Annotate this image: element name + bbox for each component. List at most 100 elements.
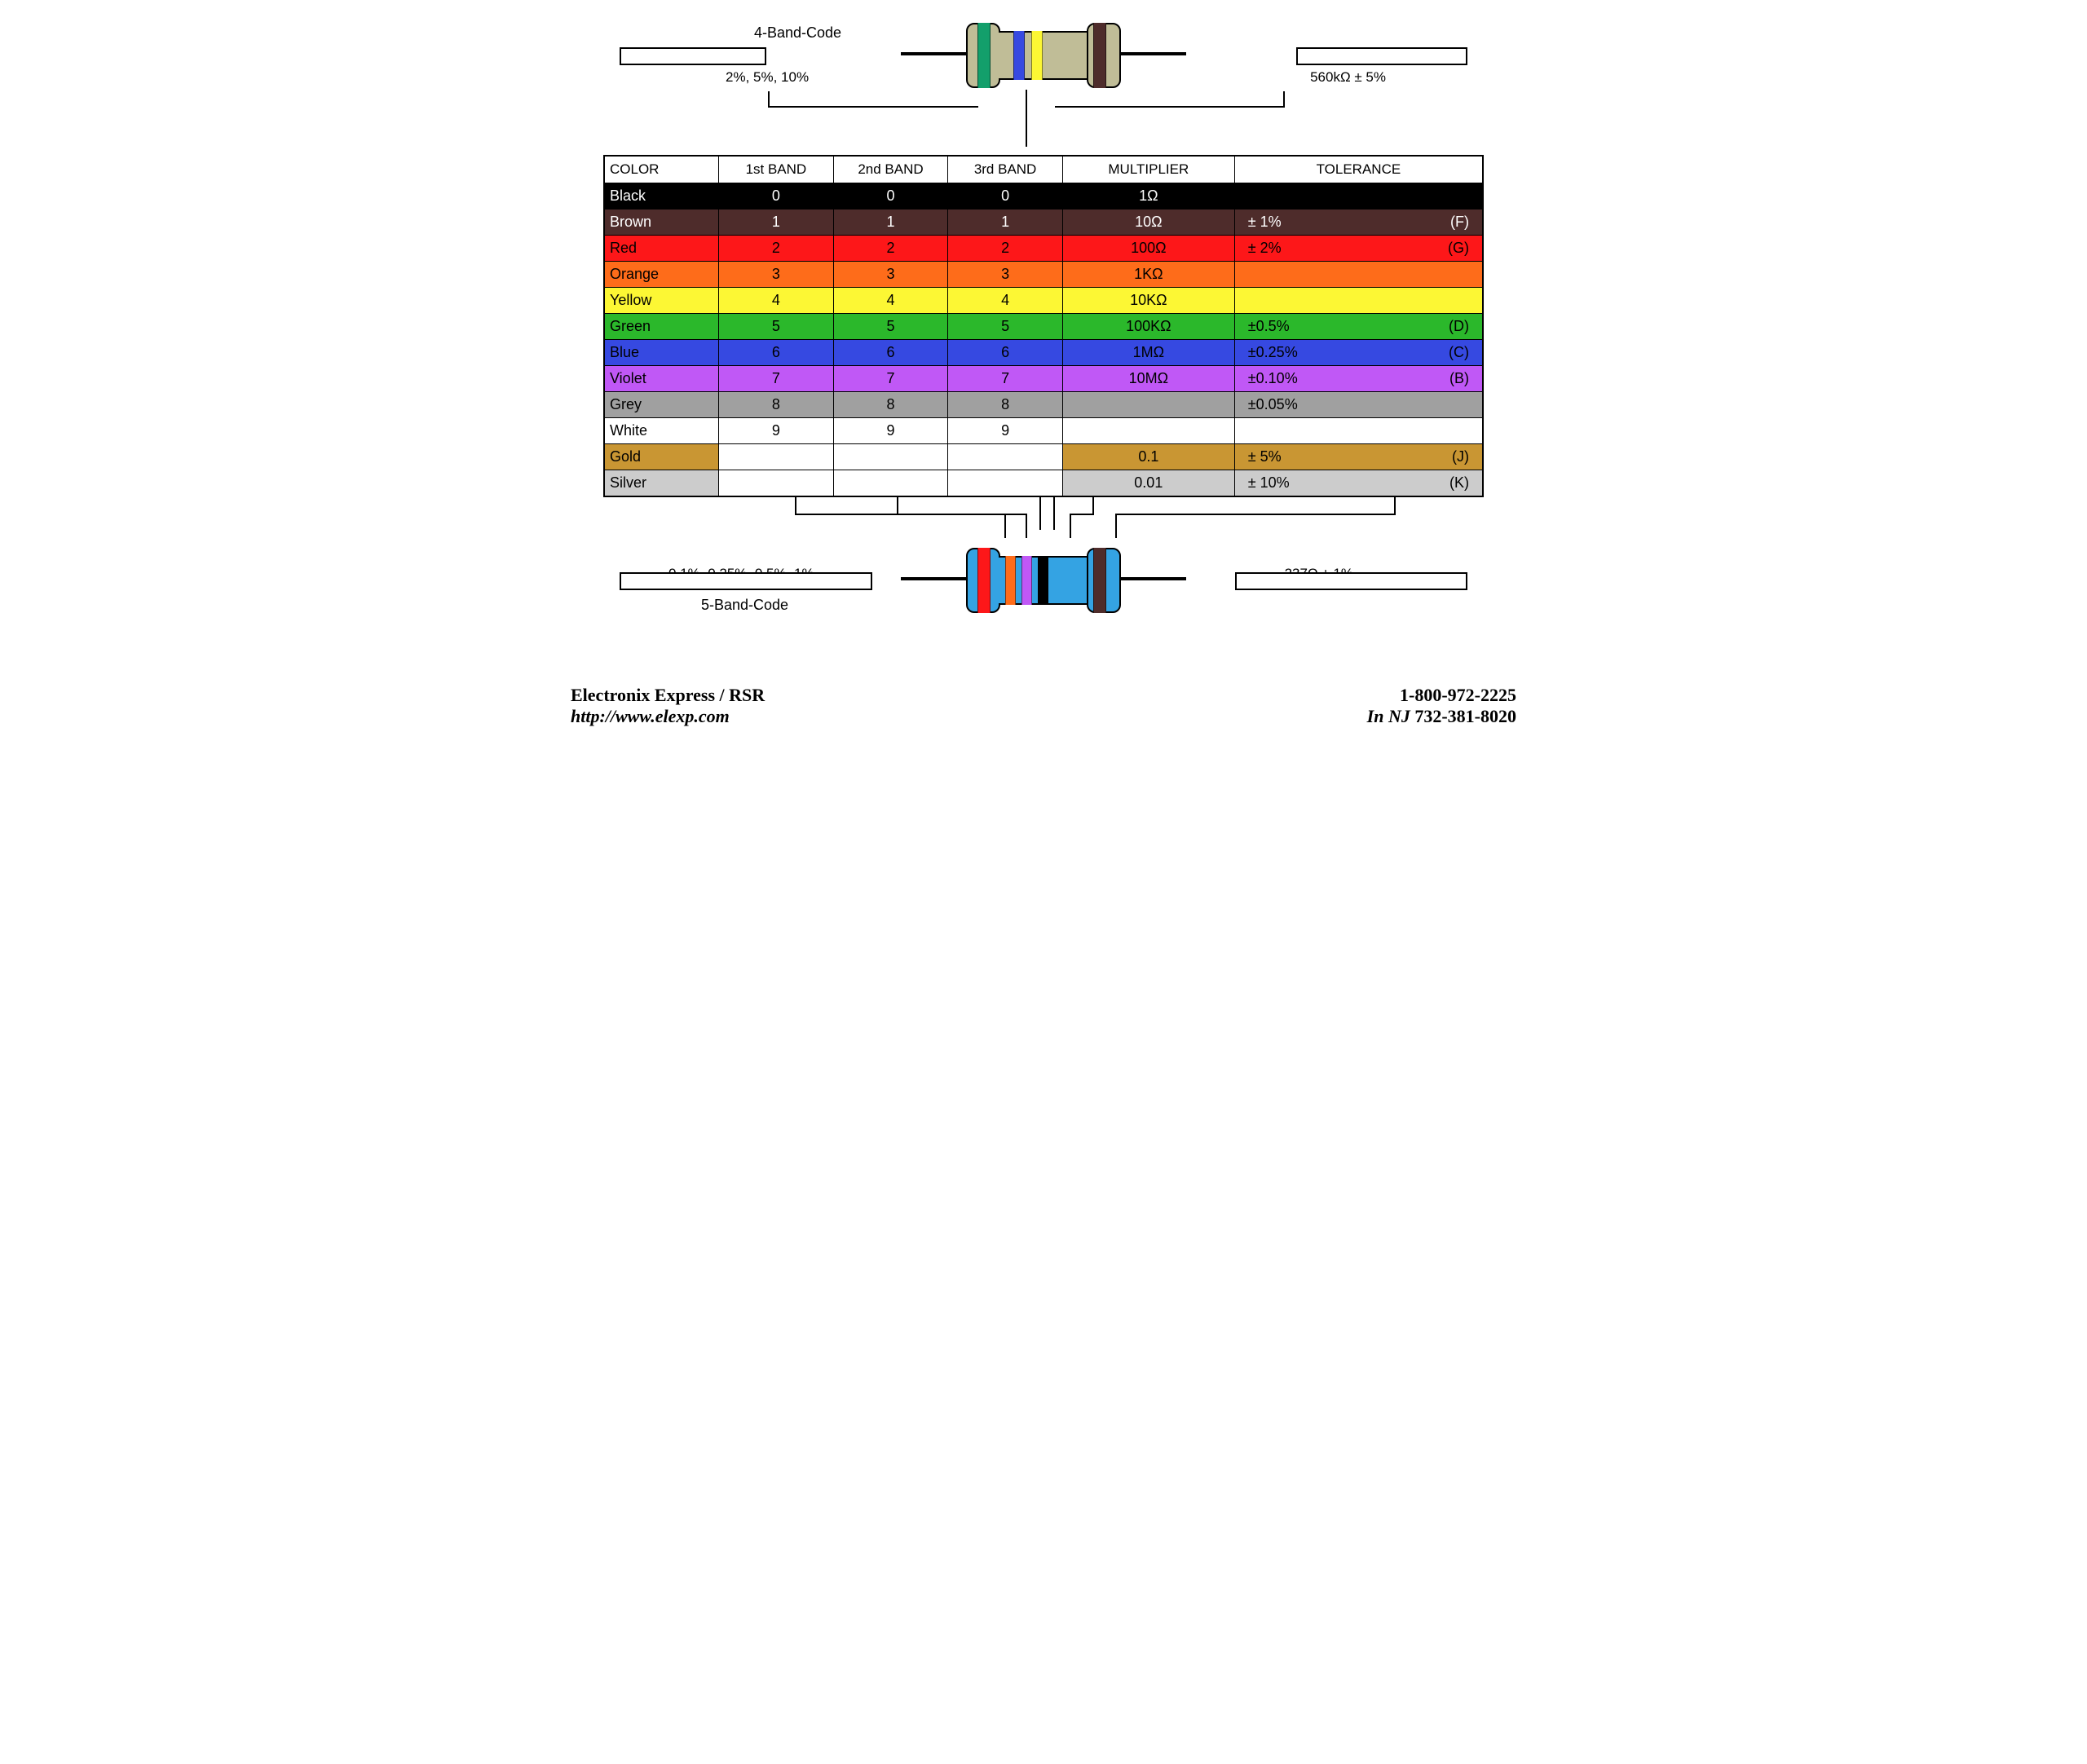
footer-right: 1-800-972-2225 In NJ 732-381-8020 [1367,685,1516,727]
resistor-color-code-chart: 4-Band-Code 2%, 5%, 10% 560kΩ ± 5% COLOR… [571,16,1516,727]
resistor-band [1021,556,1032,605]
table-cell: ± 2%(G) [1234,236,1483,262]
connector-line [1115,514,1396,515]
table-cell: 2 [833,236,948,262]
table-cell: 5 [833,314,948,340]
table-header-cell: 1st BAND [719,156,834,183]
table-row: Green555100KΩ±0.5%(D) [604,314,1483,340]
table-cell: 10KΩ [1062,288,1234,314]
table-cell: 0 [948,183,1063,209]
four-band-title: 4-Band-Code [754,24,841,42]
connector-line [1394,497,1396,515]
table-cell: Black [604,183,719,209]
table-cell: 0 [833,183,948,209]
table-cell: 3 [833,262,948,288]
top-right-bar [1296,47,1467,65]
table-header-row: COLOR1st BAND2nd BAND3rd BANDMULTIPLIERT… [604,156,1483,183]
table-cell: 2 [948,236,1063,262]
table-cell [1234,183,1483,209]
phone-main: 1-800-972-2225 [1367,685,1516,706]
table-cell [1062,418,1234,444]
resistor-band [1031,31,1043,80]
table-row: Violet77710MΩ±0.10%(B) [604,366,1483,392]
table-row: Black0001Ω [604,183,1483,209]
top-tolerance-label: 2%, 5%, 10% [726,69,809,86]
table-cell [719,470,834,496]
table-header-cell: 3rd BAND [948,156,1063,183]
table-cell: 1KΩ [1062,262,1234,288]
footer: Electronix Express / RSR http://www.elex… [571,685,1516,727]
table-cell: ± 5%(J) [1234,444,1483,470]
table-cell: Yellow [604,288,719,314]
table-cell [948,444,1063,470]
table-cell: 1Ω [1062,183,1234,209]
table-cell: 6 [948,340,1063,366]
table-cell: 1MΩ [1062,340,1234,366]
table-row: Gold 0.1± 5%(J) [604,444,1483,470]
table-cell: 0.01 [1062,470,1234,496]
company-url: http://www.elexp.com [571,706,765,727]
connector-line [1053,497,1055,530]
bottom-left-bar [620,572,872,590]
table-cell [948,470,1063,496]
table-row: Yellow44410KΩ [604,288,1483,314]
table-cell: ±0.10%(B) [1234,366,1483,392]
table-cell: 1 [948,209,1063,236]
table-cell [833,444,948,470]
table-cell: Green [604,314,719,340]
resistor-band [1013,31,1025,80]
resistor-band [1093,548,1106,613]
table-cell [1234,262,1483,288]
table-cell [833,470,948,496]
phone-nj: In NJ 732-381-8020 [1367,706,1516,727]
table-row: Silver 0.01± 10%(K) [604,470,1483,496]
table-header-cell: TOLERANCE [1234,156,1483,183]
table-cell: Orange [604,262,719,288]
table-cell [719,444,834,470]
resistor-body [966,23,1121,88]
table-cell: 6 [719,340,834,366]
table-row: Orange3331KΩ [604,262,1483,288]
table-row: Brown11110Ω± 1%(F) [604,209,1483,236]
table-cell: 4 [719,288,834,314]
table-cell: Silver [604,470,719,496]
table-cell: 8 [833,392,948,418]
top-left-bar [620,47,766,65]
table-cell: 7 [833,366,948,392]
table-cell: 9 [719,418,834,444]
company-name: Electronix Express / RSR [571,685,765,706]
table-cell: ± 10%(K) [1234,470,1483,496]
table-header-cell: COLOR [604,156,719,183]
connector-line [897,514,1027,515]
five-band-section: 0.1%, 0.25%, 0.5%, 1% 237Ω ± 1% 5-Band-C… [571,530,1516,668]
table-cell: 7 [948,366,1063,392]
table-cell: 10MΩ [1062,366,1234,392]
table-header-cell: 2nd BAND [833,156,948,183]
four-band-section: 4-Band-Code 2%, 5%, 10% 560kΩ ± 5% [571,16,1516,155]
resistor-lead-right [1121,577,1186,580]
resistor-body [966,548,1121,613]
table-cell: 0.1 [1062,444,1234,470]
table-cell: White [604,418,719,444]
table-cell: 4 [948,288,1063,314]
table-row: Red222100Ω± 2%(G) [604,236,1483,262]
table-cell: 9 [948,418,1063,444]
table-cell: 5 [948,314,1063,340]
table-cell: ± 1%(F) [1234,209,1483,236]
table-cell: ±0.25%(C) [1234,340,1483,366]
table-cell: 4 [833,288,948,314]
color-code-table: COLOR1st BAND2nd BAND3rd BANDMULTIPLIERT… [603,155,1484,497]
connector-line [897,497,898,515]
table-cell: 0 [719,183,834,209]
table-cell: 1 [719,209,834,236]
table-cell: 8 [948,392,1063,418]
five-band-title: 5-Band-Code [701,597,788,614]
resistor-lead-left [901,52,966,55]
table-cell: Gold [604,444,719,470]
resistor-band [1005,556,1016,605]
footer-left: Electronix Express / RSR http://www.elex… [571,685,765,727]
table-row: White999 [604,418,1483,444]
connector-line [1039,497,1041,530]
table-cell: ±0.05% [1234,392,1483,418]
top-value-label: 560kΩ ± 5% [1310,69,1386,86]
